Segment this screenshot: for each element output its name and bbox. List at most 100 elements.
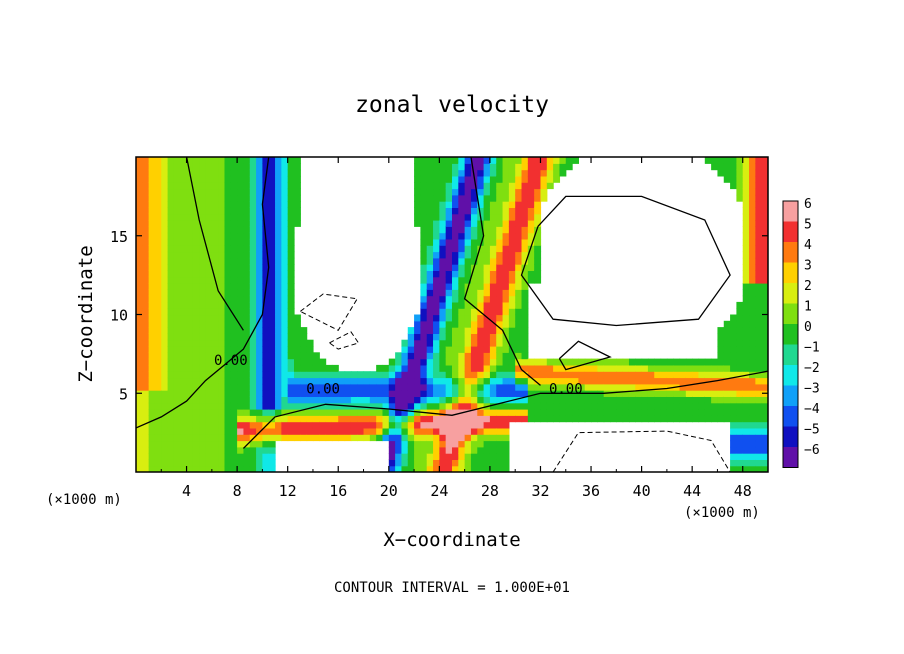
- heatmap-cell: [173, 207, 181, 215]
- heatmap-cell: [452, 402, 459, 410]
- heatmap-cell: [142, 220, 150, 227]
- heatmap-cell: [199, 427, 207, 435]
- colorbar-label: −5: [804, 423, 820, 438]
- heatmap-cell: [755, 465, 763, 472]
- heatmap-cell: [249, 220, 257, 227]
- heatmap-cell: [755, 182, 763, 190]
- heatmap-cell: [154, 301, 162, 309]
- heatmap-cell: [502, 453, 510, 460]
- heatmap-cell: [470, 465, 478, 472]
- heatmap-cell: [224, 175, 232, 183]
- heatmap-cell: [281, 415, 289, 423]
- heatmap-cell: [192, 415, 200, 423]
- heatmap-cell: [508, 301, 516, 309]
- heatmap-cell: [136, 295, 143, 303]
- heatmap-cell: [224, 339, 232, 347]
- heatmap-cell: [275, 238, 282, 246]
- heatmap-cell: [761, 238, 768, 246]
- heatmap-cell: [306, 339, 314, 347]
- heatmap-cell: [237, 346, 245, 353]
- heatmap-cell: [749, 251, 756, 259]
- heatmap-cell: [723, 358, 731, 366]
- heatmap-cell: [161, 270, 169, 278]
- heatmap-cell: [148, 415, 156, 423]
- heatmap-cell: [470, 364, 478, 372]
- heatmap-cell: [294, 371, 301, 379]
- heatmap-cell: [312, 409, 320, 416]
- heatmap-cell: [224, 308, 232, 316]
- heatmap-cell: [211, 289, 219, 297]
- heatmap-cell: [761, 377, 768, 385]
- heatmap-cell: [483, 289, 491, 297]
- heatmap-cell: [205, 245, 213, 253]
- heatmap-cell: [439, 446, 447, 454]
- heatmap-cell: [540, 415, 548, 423]
- heatmap-cell: [673, 377, 681, 385]
- heatmap-cell: [161, 220, 169, 227]
- heatmap-cell: [148, 251, 156, 259]
- heatmap-cell: [237, 226, 245, 234]
- heatmap-cell: [186, 213, 194, 221]
- heatmap-cell: [262, 207, 270, 215]
- heatmap-cell: [211, 427, 219, 435]
- heatmap-cell: [704, 371, 712, 379]
- heatmap-cell: [420, 169, 428, 177]
- heatmap-cell: [439, 226, 447, 234]
- heatmap-cell: [287, 396, 295, 404]
- heatmap-cell: [445, 465, 453, 472]
- heatmap-cell: [496, 188, 504, 196]
- heatmap-cell: [730, 453, 737, 460]
- heatmap-cell: [445, 453, 453, 460]
- heatmap-cell: [344, 371, 352, 379]
- heatmap-cell: [414, 371, 421, 379]
- heatmap-cell: [749, 358, 756, 366]
- heatmap-cell: [268, 440, 276, 448]
- heatmap-cell: [224, 314, 232, 322]
- heatmap-cell: [148, 289, 156, 297]
- heatmap-cell: [136, 402, 143, 410]
- heatmap-cell: [180, 434, 188, 442]
- heatmap-cell: [761, 169, 768, 177]
- heatmap-cell: [527, 270, 535, 278]
- heatmap-cell: [186, 371, 194, 379]
- heatmap-cell: [256, 377, 263, 385]
- heatmap-cell: [458, 327, 466, 334]
- heatmap-cell: [294, 434, 301, 442]
- heatmap-cell: [173, 421, 181, 429]
- heatmap-cell: [192, 276, 200, 284]
- heatmap-cell: [407, 396, 415, 404]
- heatmap-cell: [534, 169, 542, 177]
- heatmap-cell: [281, 402, 289, 410]
- colorbar-label: 5: [804, 218, 812, 233]
- heatmap-cell: [452, 289, 459, 297]
- heatmap-cell: [148, 434, 156, 442]
- heatmap-cell: [489, 427, 497, 435]
- heatmap-cell: [742, 364, 750, 372]
- heatmap-cell: [388, 402, 396, 410]
- heatmap-cell: [540, 358, 548, 366]
- heatmap-cell: [572, 358, 579, 366]
- heatmap-cell: [527, 220, 535, 227]
- heatmap-cell: [256, 421, 263, 429]
- heatmap-cell: [553, 157, 561, 164]
- heatmap-cell: [742, 327, 750, 334]
- heatmap-cell: [622, 409, 630, 416]
- heatmap-cell: [742, 226, 750, 234]
- heatmap-cell: [300, 434, 308, 442]
- heatmap-cell: [749, 453, 756, 460]
- heatmap-cell: [357, 427, 365, 435]
- heatmap-cell: [237, 301, 245, 309]
- heatmap-cell: [521, 364, 529, 372]
- heatmap-cell: [546, 402, 554, 410]
- heatmap-cell: [287, 346, 295, 353]
- heatmap-cell: [496, 264, 504, 271]
- heatmap-cell: [136, 213, 143, 221]
- heatmap-cell: [559, 409, 567, 416]
- heatmap-cell: [325, 364, 333, 372]
- heatmap-cell: [508, 220, 516, 227]
- heatmap-cell: [660, 371, 668, 379]
- heatmap-cell: [553, 415, 561, 423]
- heatmap-cell: [515, 358, 523, 366]
- heatmap-cell: [628, 402, 636, 410]
- heatmap-cell: [742, 188, 750, 196]
